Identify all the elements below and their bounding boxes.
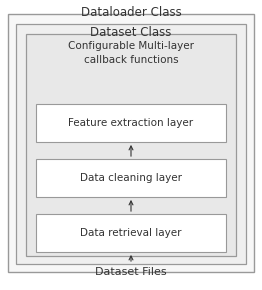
Bar (36, 159, 226, 197)
Text: Configurable Multi-layer
callback functions: Configurable Multi-layer callback functi… (68, 41, 194, 65)
Text: Dataset Class: Dataset Class (90, 26, 172, 39)
Text: Dataset Files: Dataset Files (95, 267, 167, 277)
Text: Data cleaning layer: Data cleaning layer (80, 173, 182, 183)
Bar (36, 214, 226, 252)
Text: Data retrieval layer: Data retrieval layer (80, 228, 182, 238)
Bar (36, 104, 226, 142)
Bar (8, 14, 254, 272)
Bar (16, 24, 246, 264)
Text: Dataloader Class: Dataloader Class (81, 6, 181, 19)
Text: Feature extraction layer: Feature extraction layer (68, 118, 194, 128)
Bar (26, 34, 236, 256)
